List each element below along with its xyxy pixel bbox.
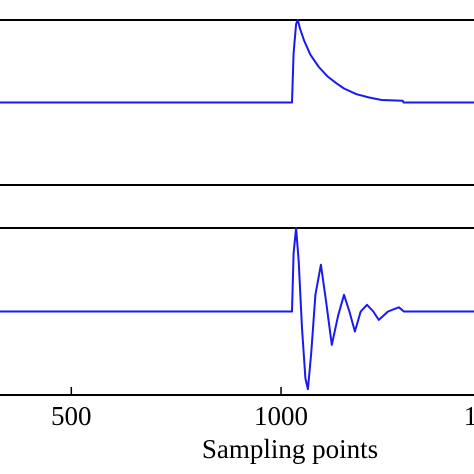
- x-tick-label: 1500: [464, 401, 474, 431]
- axes-frame: [0, 19, 474, 186]
- data-line: [0, 19, 474, 104]
- data-line: [0, 227, 474, 391]
- axes-frame: [0, 227, 474, 396]
- x-tick-label: 500: [51, 401, 92, 431]
- x-tick-label: 1000: [254, 401, 308, 431]
- x-axis-label: Sampling points: [202, 434, 378, 464]
